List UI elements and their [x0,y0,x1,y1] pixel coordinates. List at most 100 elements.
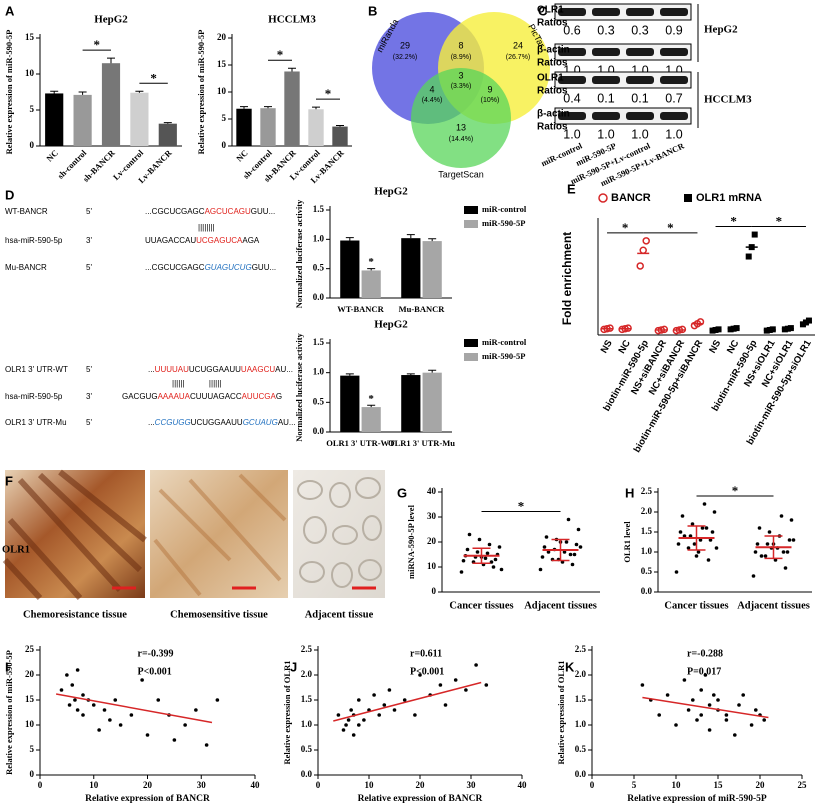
error-bar [406,373,415,376]
chart-title: HepG2 [94,14,128,26]
tissue-texture [153,473,287,597]
sequence-part: ...CGCUCGAGC [145,207,205,216]
data-point [459,570,464,574]
data-point [674,570,679,574]
y-tick-label: 0 [432,586,437,596]
legend-label: miR-control [482,204,527,214]
data-point [733,325,740,332]
data-point [712,693,716,697]
data-point [475,550,480,554]
y-tick-label: 2.0 [301,669,313,679]
error-bar [367,268,376,271]
data-point [65,673,69,677]
data-point [477,537,482,542]
significance-label: * [94,37,101,52]
data-point [574,542,579,547]
data-point [357,723,361,727]
tissue-texture [2,469,147,601]
y-tick-label: 10 [217,86,227,96]
error-bar [345,373,354,376]
blot-ratio: 0.4 [563,91,580,105]
sequence: ...UUUUAUUCUGGAAUUUAAGCUAU... [148,365,293,374]
data-point [489,560,494,564]
sequence: GACGUGAAAAUACUUUAGACCAUUCGAG [122,392,282,401]
error-bar [312,106,320,110]
y-tick-label: 15 [25,32,35,42]
data-point [570,562,575,567]
blot-band [558,48,586,56]
chart-title: HepG2 [374,319,408,331]
sequence: UUAGACCAUUCGAGUCAAGA [145,236,260,245]
data-point [733,733,737,737]
data-point [680,514,685,518]
bar [45,93,64,146]
data-point [485,551,490,556]
blot-frame [554,107,692,125]
y-tick-label: 10 [25,719,35,729]
panel-letter: E [567,181,576,196]
y-tick-label: 0.0 [313,426,325,436]
data-point [657,713,661,717]
x-tick-label: 0 [316,780,321,790]
data-point [97,728,101,732]
error-bar [367,404,376,408]
base-pairs: |||||||| [198,223,215,232]
y-tick-label: 5 [30,104,35,114]
y-axis-label: Normalized luciferase activity [294,199,304,308]
y-tick-label: 2.0 [575,669,587,679]
blot-ratio: 0.1 [631,91,648,105]
y-tick-label: 1.5 [313,204,325,214]
data-point [453,678,458,682]
legend-swatch [464,339,478,347]
sequence-label: OLR1 3' UTR-Mu [5,418,67,427]
sequence-label: OLR1 3' UTR-WT [5,365,68,374]
blot-band [660,48,688,56]
data-point [642,237,650,245]
sequence-part: AUUCGA [242,392,277,401]
y-tick-label: 0.5 [575,744,587,754]
data-point [708,538,713,542]
cell-label: HepG2 [704,24,738,36]
significance-label: * [622,220,629,235]
data-point [493,557,498,562]
data-point [113,698,118,702]
data-point [204,743,209,747]
x-tick-label: 25 [798,780,808,790]
data-point [568,552,573,557]
bar [158,123,177,146]
data-point [562,550,567,554]
panel-letter: C [538,3,548,18]
bar [401,238,421,298]
x-tick-label: Adjacent tissues [737,600,810,611]
bar [73,94,92,146]
sequence-end: 3' [86,392,92,401]
bar [422,372,442,432]
y-tick-label: 10 [427,561,437,571]
x-tick-label: Mu-BANCR [399,304,446,314]
data-point [696,550,701,554]
legend-label: BANCR [611,192,651,204]
data-point [402,698,407,702]
chart-title: HepG2 [374,186,408,198]
data-point [382,703,387,707]
data-point [572,552,577,557]
x-tick-label: NC [44,148,60,164]
sequence-part: GUAGUCUG [205,263,252,272]
blot-label: Ratios [537,122,568,133]
data-point [707,728,712,732]
annotation: r=0.611 [410,648,442,659]
x-tick-label: 30 [467,780,477,790]
panel-letter: J [290,659,297,674]
venn-pct: (14.4%) [449,136,474,143]
x-tick-label: NC [617,338,633,356]
x-tick-label: 5 [632,780,637,790]
y-tick-label: 0.0 [641,586,653,596]
y-tick-label: 15 [217,59,227,69]
image-caption: Chemoresistance tissue [23,609,127,620]
blot-frame [554,43,692,61]
data-point [724,713,729,717]
data-point [759,554,764,558]
x-tick-label: 10 [365,780,375,790]
y-tick-label: 0 [30,140,35,150]
